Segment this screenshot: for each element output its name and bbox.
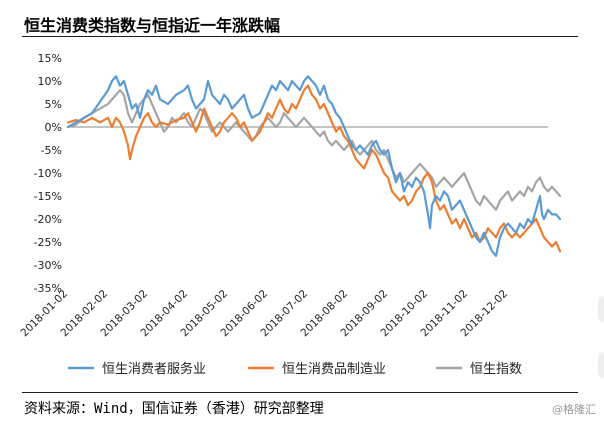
y-tick-label: -35% — [34, 282, 62, 295]
y-axis: 15% 10% 5% 0% -5% -10% -15% -20% -25% -30% -35% — [34, 52, 62, 295]
y-tick-label: -20% — [34, 213, 62, 226]
legend-label: 恒生消费品制造业 — [282, 362, 386, 377]
y-tick-label: 5% — [45, 98, 62, 111]
watermark: @格隆汇 — [552, 403, 596, 416]
y-tick-label: 10% — [38, 75, 62, 88]
source-note: 资料来源：Wind，国信证券（香港）研究部整理 — [24, 401, 324, 417]
y-tick-label: 15% — [38, 52, 62, 65]
legend-label: 恒生消费者服务业 — [102, 361, 206, 377]
series-line-0 — [66, 75, 562, 257]
series-layer — [66, 75, 562, 257]
legend: 恒生消费者服务业 恒生消费品制造业 恒生指数 — [68, 361, 522, 377]
series-line-2 — [66, 89, 562, 211]
title-divider — [22, 36, 578, 37]
x-axis: 2018-01-022018-02-022018-03-022018-04-02… — [18, 126, 548, 339]
y-tick-label: -30% — [34, 259, 62, 272]
line-chart: 15% 10% 5% 0% -5% -10% -15% -20% -25% -30% -35% 20… — [18, 52, 562, 377]
scroll-edge-marker — [598, 296, 604, 322]
legend-label: 恒生指数 — [470, 362, 522, 377]
y-tick-label: -10% — [34, 167, 62, 180]
chart-title: 恒生消费类指数与恒指近一年涨跌幅 — [24, 16, 281, 35]
y-tick-label: -5% — [41, 144, 62, 157]
y-tick-label: 0% — [45, 121, 62, 134]
scroll-edge-marker — [598, 352, 604, 378]
source-divider — [22, 392, 578, 393]
y-tick-label: -25% — [34, 236, 62, 249]
series-line-1 — [66, 84, 562, 253]
y-tick-label: -15% — [34, 190, 62, 203]
